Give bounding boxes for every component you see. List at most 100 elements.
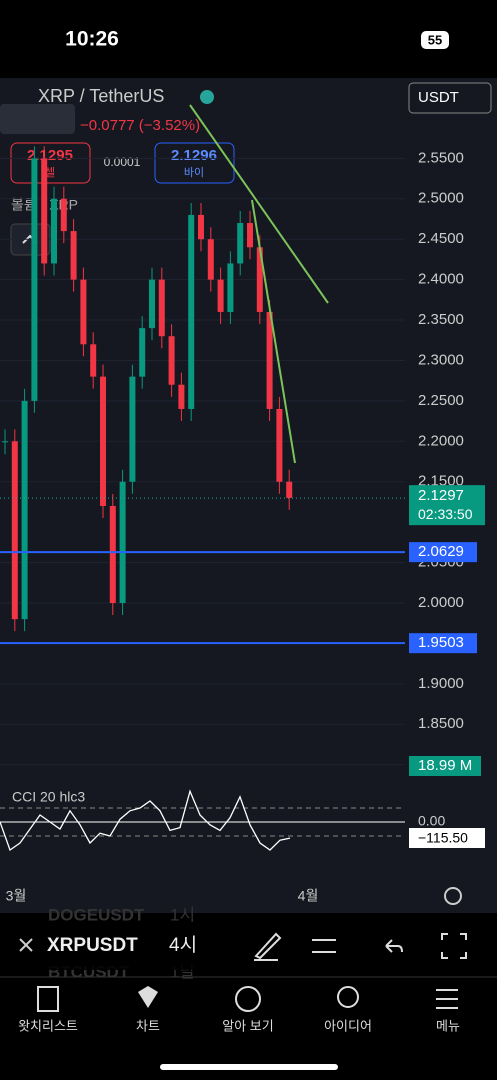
current-price-box: [409, 485, 485, 526]
candle: [149, 279, 155, 329]
nav-label[interactable]: 알아 보기: [222, 1018, 273, 1033]
candle: [158, 279, 165, 337]
volume-box: [409, 756, 481, 776]
y-tick-label: 2.5000: [418, 190, 464, 207]
sell-price: 2.1295: [27, 147, 73, 164]
spread: 0.0001: [104, 155, 141, 169]
candle: [2, 441, 8, 443]
level-box: [409, 542, 477, 563]
nav-label[interactable]: 아이디어: [324, 1018, 372, 1033]
candle: [266, 311, 273, 409]
toolbar: [0, 925, 497, 970]
y-tick-label: 2.2000: [418, 432, 464, 449]
candle: [90, 344, 97, 377]
sell-button[interactable]: [10, 142, 91, 184]
candle: [178, 384, 185, 409]
status-bar: [0, 0, 497, 78]
currency: USDT: [418, 89, 459, 106]
countdown: 02:33:50: [418, 506, 473, 522]
time: 10:26: [65, 28, 119, 51]
y-tick-label: 1.8500: [418, 715, 464, 732]
buy-button[interactable]: [154, 142, 235, 184]
candle: [227, 263, 234, 312]
buy-price: 2.1296: [171, 147, 217, 164]
candle: [119, 481, 126, 603]
candle: [109, 505, 116, 603]
trendline: [189, 104, 329, 304]
bg-symbol: DOGEUSDT: [48, 905, 145, 924]
nav-icon[interactable]: [235, 986, 261, 1012]
level-box: [409, 633, 477, 654]
nav-label[interactable]: 왓치리스트: [18, 1018, 78, 1033]
close-icon[interactable]: [19, 938, 33, 952]
y-tick-label: 2.2500: [418, 392, 464, 409]
x-tick-label: 4월: [298, 888, 319, 904]
battery-level: 55: [428, 32, 442, 47]
candle: [286, 481, 293, 498]
candle: [80, 279, 87, 345]
y-tick-label: 2.0000: [418, 594, 464, 611]
sell-label: 셀: [45, 166, 55, 179]
cci-last: −115.50: [418, 830, 468, 846]
change: −0.0777 (−3.52%): [80, 117, 200, 134]
indicator-icon[interactable]: [312, 939, 336, 953]
candle: [70, 231, 77, 280]
y-tick-label: 2.3500: [418, 311, 464, 328]
fullscreen-icon[interactable]: [441, 933, 467, 959]
candle: [31, 158, 38, 401]
drag-handle[interactable]: [0, 104, 75, 134]
nav-label[interactable]: 메뉴: [436, 1018, 460, 1033]
x-tick-label: 3월: [6, 888, 27, 904]
toolbar-symbol[interactable]: XRPUSDT: [47, 935, 138, 956]
candle: [237, 223, 244, 264]
nav-icon[interactable]: [138, 986, 158, 1008]
candle: [217, 279, 224, 312]
candle: [21, 400, 28, 620]
candle: [139, 328, 146, 377]
nav-icon[interactable]: [337, 986, 359, 1008]
trendline: [251, 199, 296, 464]
candle: [198, 214, 204, 240]
y-tick-label: 1.9000: [418, 675, 464, 692]
candle: [207, 239, 214, 280]
candle: [51, 198, 57, 264]
candle: [41, 158, 48, 264]
candle: [188, 214, 195, 409]
candle: [276, 408, 283, 482]
symbol: XRP / TetherUS: [38, 86, 164, 106]
volume-value: 18.99 M: [418, 757, 472, 774]
cci-line: [0, 789, 291, 852]
candle: [247, 223, 253, 248]
candle: [168, 336, 175, 385]
market-open: [200, 90, 214, 104]
toolbar-interval[interactable]: 4시: [169, 935, 197, 956]
candle: [11, 441, 18, 620]
y-tick-label: 2.4500: [418, 230, 464, 247]
undo-icon[interactable]: [385, 939, 403, 953]
cci-title: CCI 20 hlc3: [12, 789, 85, 805]
candle: [60, 198, 67, 232]
candle: [256, 247, 263, 312]
y-tick-label: 2.3000: [418, 351, 464, 368]
current-price: 2.1297: [418, 487, 464, 504]
buy-label: 바이: [184, 166, 204, 179]
cci-zero-label: 0.00: [418, 813, 445, 829]
bg-interval: 1시: [170, 905, 195, 924]
draw-icon[interactable]: [254, 932, 282, 961]
currency-select[interactable]: [408, 82, 492, 114]
cci-last-box: [409, 828, 485, 848]
level-label: 2.0629: [418, 543, 464, 560]
home-indicator: [160, 1064, 338, 1070]
nav-icon[interactable]: [37, 986, 59, 1012]
nav-label[interactable]: 차트: [136, 1018, 160, 1033]
level-label: 1.9503: [418, 634, 464, 651]
y-tick-label: 2.5500: [418, 149, 464, 166]
candle: [129, 376, 136, 482]
nav-icon[interactable]: [436, 989, 458, 1009]
candle: [100, 376, 106, 506]
y-tick-label: 2.4000: [418, 271, 464, 288]
battery: [421, 31, 449, 49]
settings-icon[interactable]: [444, 887, 462, 905]
